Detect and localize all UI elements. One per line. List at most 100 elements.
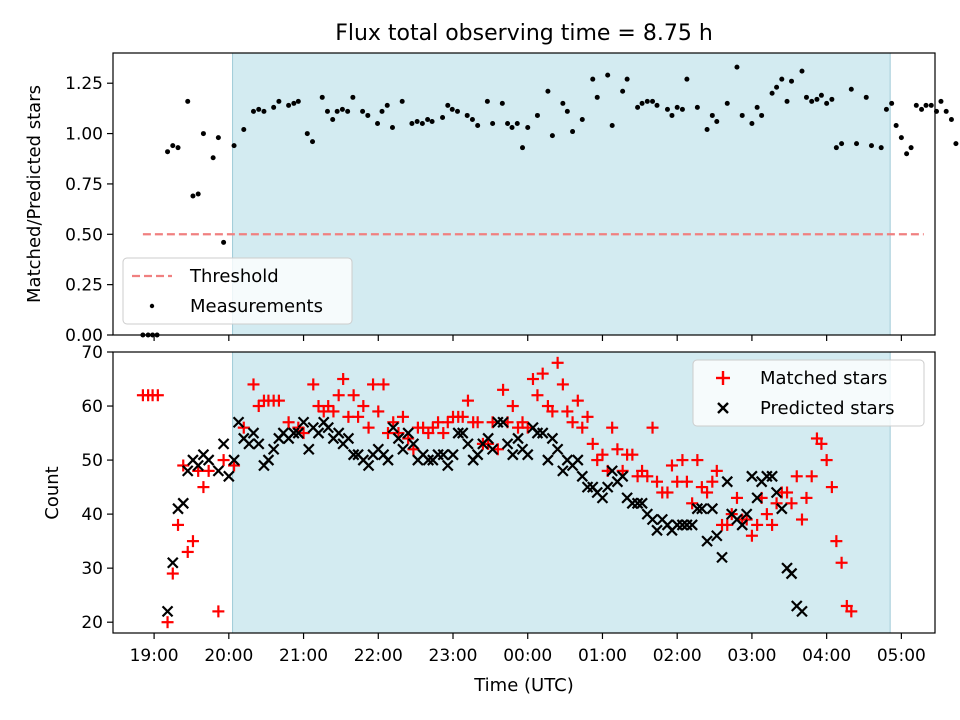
matched-star-marker xyxy=(337,373,350,386)
predicted-star-marker xyxy=(497,416,509,429)
predicted-star-marker xyxy=(736,519,748,531)
matched-star-marker xyxy=(745,529,758,542)
predicted-star-marker xyxy=(243,438,255,450)
measurement-point xyxy=(839,141,845,147)
predicted-star-marker xyxy=(437,448,450,461)
matched-star-marker xyxy=(770,497,783,510)
measurement-point xyxy=(304,131,310,137)
measurement-point xyxy=(514,121,520,126)
predicted-star-marker xyxy=(576,470,589,483)
matched-star-marker xyxy=(676,454,689,467)
measurement-point xyxy=(185,98,191,104)
top-y-axis-label: Matched/Predicted stars xyxy=(24,85,45,303)
measurement-point xyxy=(938,98,944,104)
measurement-point xyxy=(384,102,390,108)
matched-star-marker xyxy=(830,535,843,548)
predicted-star-marker xyxy=(696,502,708,515)
matched-star-marker xyxy=(566,416,579,429)
top-y-tick-label: 0.50 xyxy=(65,225,103,245)
measurement-point xyxy=(241,127,247,133)
measurement-point xyxy=(570,129,576,135)
measurement-point xyxy=(520,145,526,151)
measurement-point xyxy=(694,104,700,110)
x-tick-label: 03:00 xyxy=(727,646,776,666)
top-legend: Threshold Measurements xyxy=(122,257,353,325)
predicted-star-marker xyxy=(267,443,280,456)
matched-star-marker xyxy=(506,400,519,413)
predicted-star-marker xyxy=(167,556,179,569)
matched-star-marker xyxy=(576,421,589,434)
measurement-point xyxy=(848,86,854,92)
bottom-y-axis: 20 30 40 50 60 70 xyxy=(81,343,113,633)
predicted-star-marker xyxy=(202,454,215,466)
predicted-star-marker xyxy=(332,427,345,439)
predicted-star-marker xyxy=(501,438,514,450)
predicted-star-marker xyxy=(536,427,549,439)
predicted-star-marker xyxy=(512,432,524,445)
top-y-tick-label: 0.75 xyxy=(65,175,103,195)
measurement-point xyxy=(774,84,780,90)
matched-star-marker xyxy=(272,394,285,407)
predicted-star-marker xyxy=(362,459,375,472)
matched-star-marker xyxy=(646,421,659,434)
measurement-point xyxy=(490,121,496,126)
bottom-legend-predicted-label: Predicted stars xyxy=(760,398,894,419)
bottom-legend-box xyxy=(692,359,925,427)
matched-star-marker xyxy=(377,378,390,391)
measurement-point xyxy=(814,96,820,102)
measurement-point xyxy=(754,104,760,110)
measurement-point xyxy=(545,88,551,94)
predicted-star-marker xyxy=(407,438,420,450)
measurement-point xyxy=(409,121,415,126)
predicted-star-marker xyxy=(482,432,494,445)
matched-star-markers xyxy=(136,356,858,629)
measurement-point xyxy=(714,118,720,124)
bottom-y-tick-label: 30 xyxy=(81,559,103,579)
measurement-point xyxy=(605,72,611,78)
predicted-star-marker xyxy=(347,448,360,461)
measurement-point xyxy=(818,92,824,98)
predicted-star-marker xyxy=(676,519,689,531)
measurement-point xyxy=(345,108,351,114)
measurement-point xyxy=(654,102,660,108)
matched-star-marker xyxy=(561,405,574,418)
measurement-point xyxy=(898,135,904,141)
measurement-point xyxy=(923,102,929,108)
matched-star-marker xyxy=(586,437,599,450)
predicted-star-marker xyxy=(706,502,719,515)
measurement-point xyxy=(505,121,511,126)
measurement-point xyxy=(271,104,277,110)
matched-star-marker xyxy=(835,556,848,569)
predicted-star-marker xyxy=(392,432,405,445)
measurement-point xyxy=(789,78,795,84)
matched-star-marker xyxy=(820,454,833,467)
predicted-star-marker xyxy=(711,529,723,542)
x-tick-label: 02:00 xyxy=(653,646,702,666)
predicted-star-markers xyxy=(161,416,808,618)
predicted-star-marker xyxy=(746,470,758,483)
measurement-point xyxy=(534,112,540,118)
matched-star-marker xyxy=(581,410,594,423)
measurements-legend-swatch xyxy=(149,303,155,309)
measurement-point xyxy=(339,106,345,112)
predicted-star-marker xyxy=(322,421,334,434)
matched-star-marker xyxy=(172,518,185,531)
predicted-star-marker xyxy=(382,454,394,466)
matched-star-marker xyxy=(751,518,764,531)
top-legend-threshold-label: Threshold xyxy=(189,266,279,287)
predicted-star-marker xyxy=(716,551,728,564)
measurement-point xyxy=(709,112,715,118)
matched-star-marker xyxy=(161,616,174,629)
measurement-point xyxy=(594,94,600,100)
matched-star-marker xyxy=(332,389,345,402)
measurement-point xyxy=(310,139,316,145)
matched-star-marker xyxy=(730,491,743,504)
matched-star-marker xyxy=(217,454,230,467)
predicted-star-marker xyxy=(192,459,204,472)
predicted-star-marker xyxy=(452,427,465,439)
measurement-point xyxy=(664,106,670,112)
matched-star-marker xyxy=(516,416,529,429)
measurement-point xyxy=(868,143,874,149)
predicted-star-marker xyxy=(616,470,629,483)
predicted-star-marker xyxy=(212,465,225,477)
